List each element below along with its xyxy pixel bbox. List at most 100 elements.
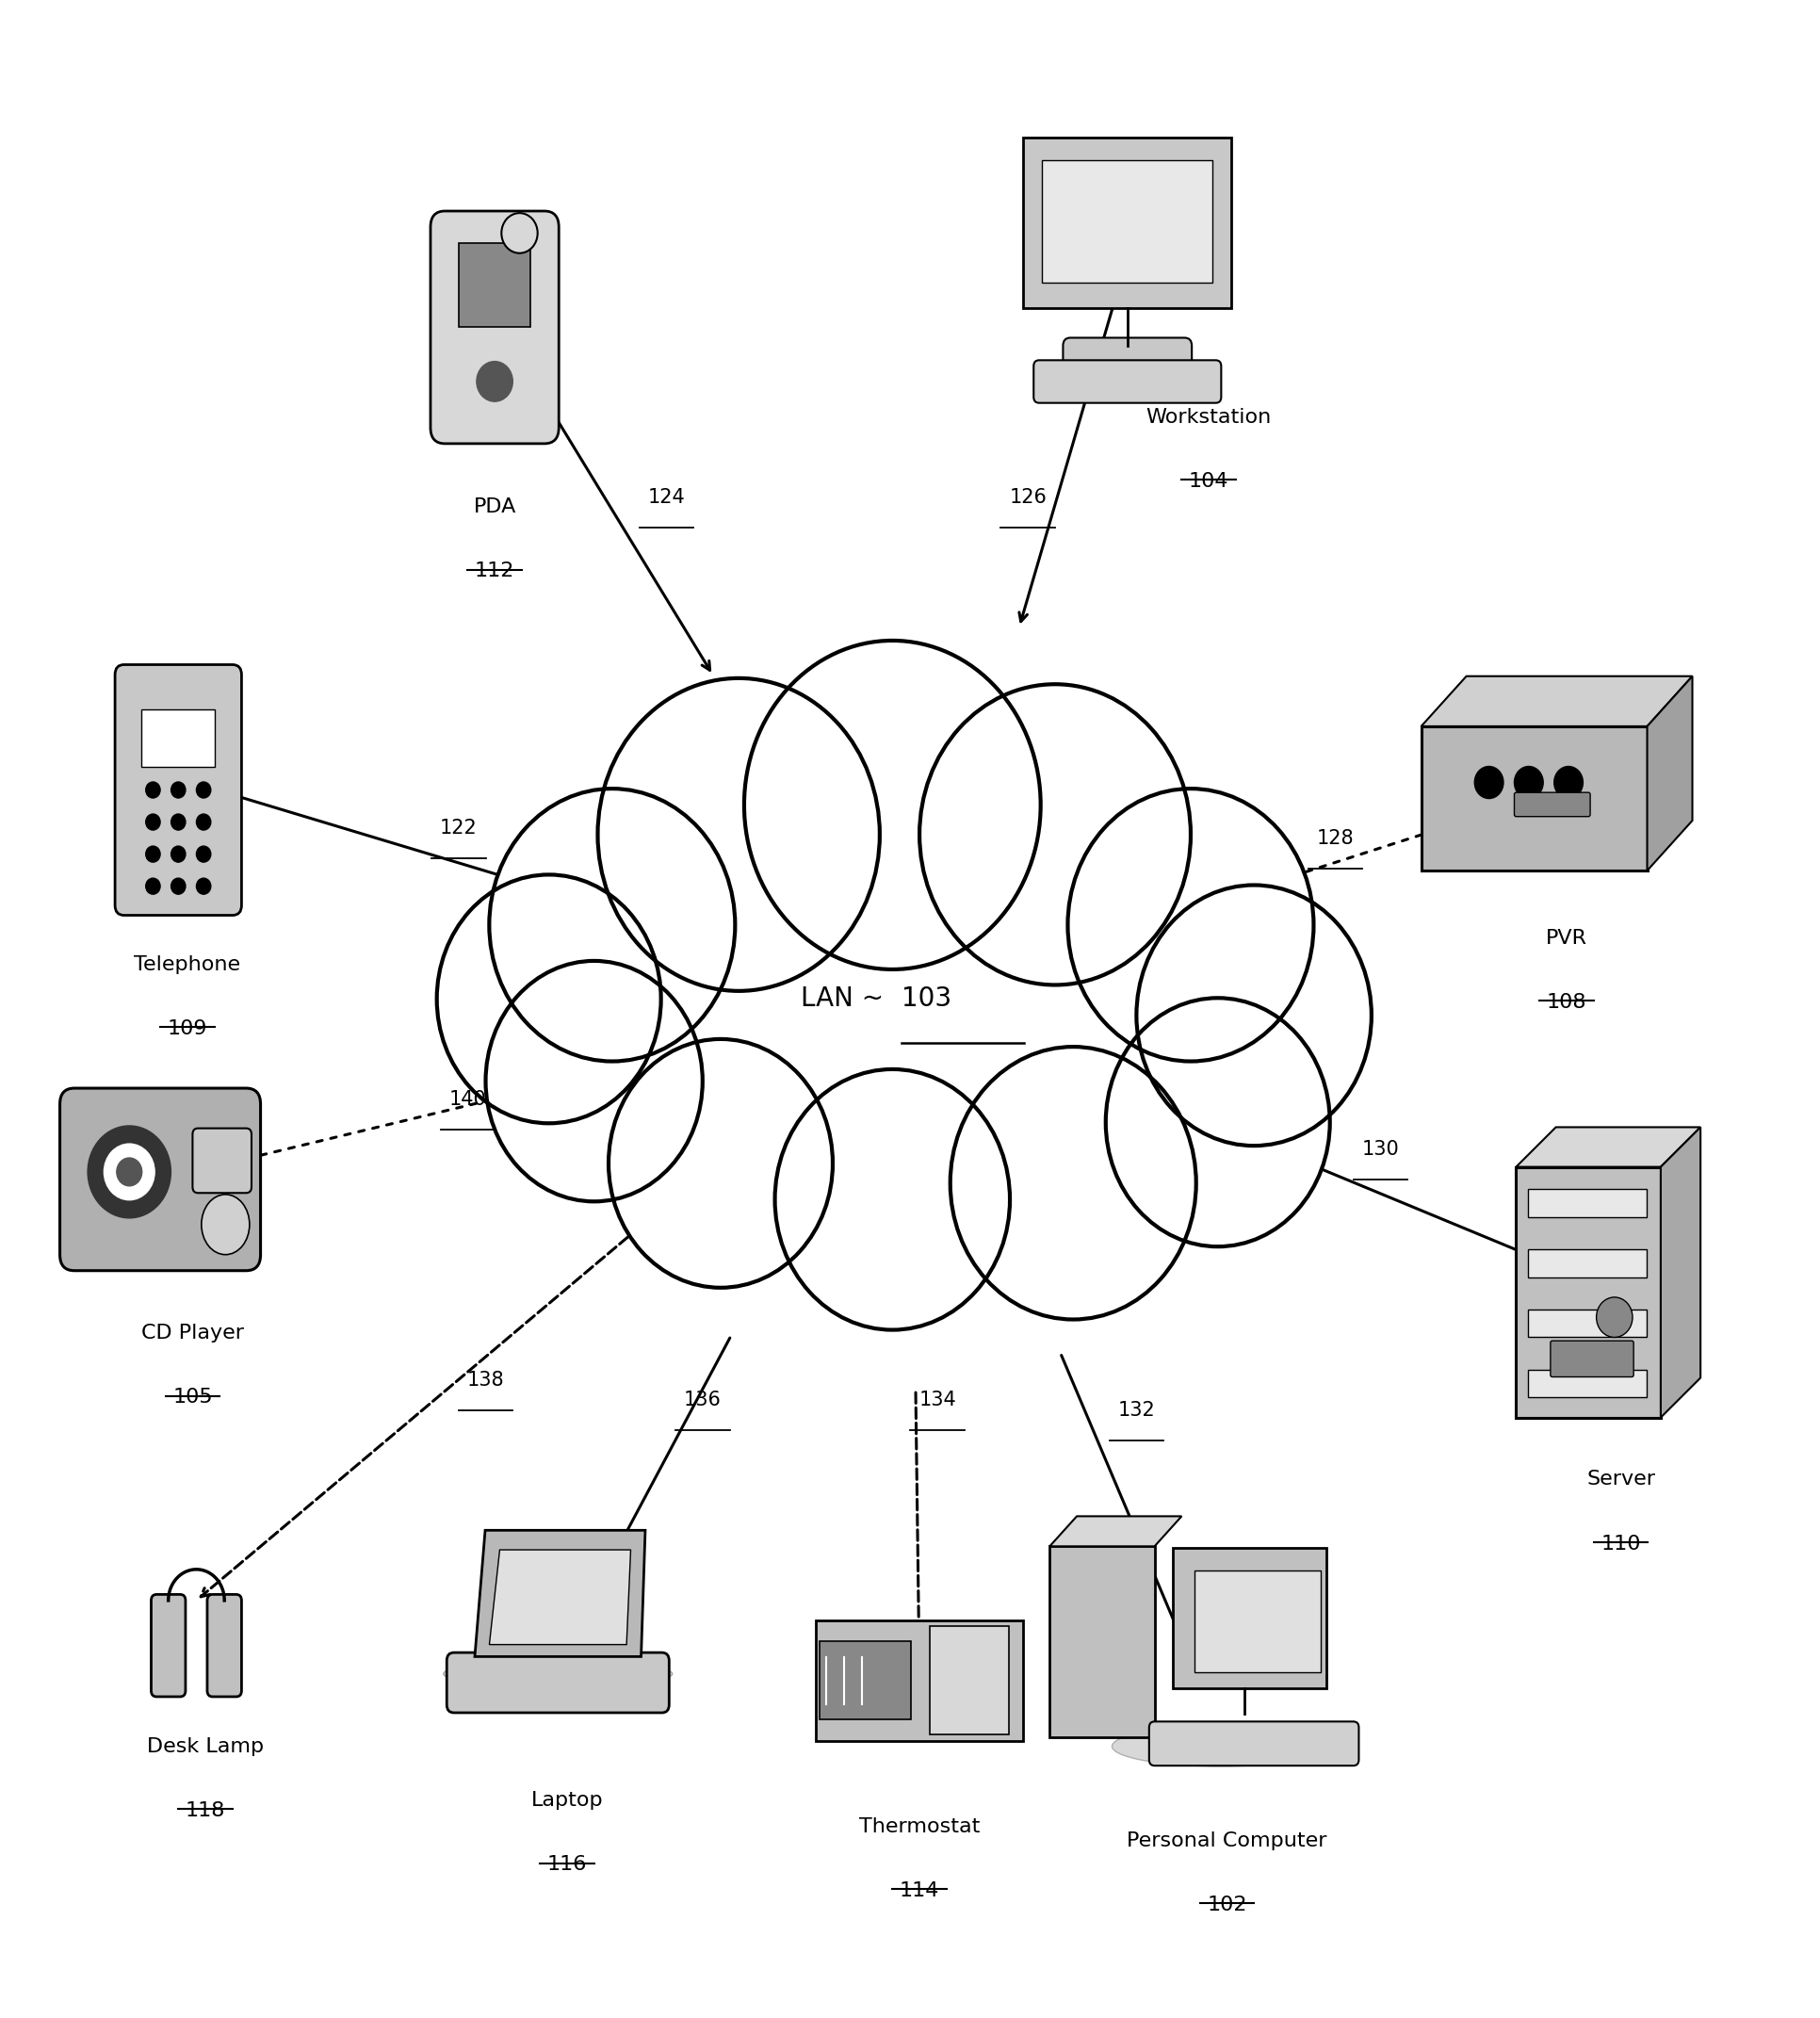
FancyBboxPatch shape bbox=[459, 242, 530, 327]
Circle shape bbox=[197, 846, 211, 862]
Ellipse shape bbox=[566, 785, 1254, 1213]
FancyBboxPatch shape bbox=[60, 1088, 260, 1271]
Circle shape bbox=[608, 1039, 832, 1287]
FancyBboxPatch shape bbox=[1527, 1189, 1645, 1217]
Text: PVR: PVR bbox=[1545, 928, 1587, 948]
FancyBboxPatch shape bbox=[815, 1620, 1023, 1742]
FancyBboxPatch shape bbox=[1148, 1721, 1358, 1766]
Text: Laptop: Laptop bbox=[531, 1790, 602, 1810]
Text: 138: 138 bbox=[466, 1370, 504, 1388]
Text: 104: 104 bbox=[1188, 472, 1228, 490]
FancyBboxPatch shape bbox=[1194, 1570, 1320, 1671]
Circle shape bbox=[477, 361, 513, 402]
Circle shape bbox=[197, 878, 211, 894]
Polygon shape bbox=[475, 1530, 644, 1657]
FancyBboxPatch shape bbox=[1527, 1370, 1645, 1396]
Circle shape bbox=[1105, 999, 1329, 1247]
Circle shape bbox=[1552, 767, 1582, 799]
Circle shape bbox=[1596, 1298, 1633, 1338]
FancyBboxPatch shape bbox=[1048, 1546, 1154, 1737]
Circle shape bbox=[171, 781, 186, 797]
FancyBboxPatch shape bbox=[1041, 159, 1212, 283]
Text: Thermostat: Thermostat bbox=[859, 1816, 979, 1836]
Circle shape bbox=[744, 640, 1039, 969]
Circle shape bbox=[597, 678, 879, 991]
Polygon shape bbox=[490, 1550, 630, 1645]
Text: 132: 132 bbox=[1117, 1400, 1154, 1419]
Text: 109: 109 bbox=[167, 1019, 207, 1037]
Circle shape bbox=[1514, 767, 1542, 799]
Text: 108: 108 bbox=[1545, 993, 1585, 1011]
Text: 134: 134 bbox=[919, 1390, 955, 1409]
Circle shape bbox=[197, 781, 211, 797]
FancyBboxPatch shape bbox=[1034, 359, 1221, 404]
Circle shape bbox=[171, 846, 186, 862]
Polygon shape bbox=[1048, 1516, 1181, 1546]
Ellipse shape bbox=[444, 1661, 672, 1687]
Text: 118: 118 bbox=[186, 1800, 226, 1820]
Text: Workstation: Workstation bbox=[1145, 408, 1270, 426]
Text: Desk Lamp: Desk Lamp bbox=[147, 1737, 264, 1756]
FancyBboxPatch shape bbox=[207, 1594, 242, 1697]
Circle shape bbox=[87, 1126, 171, 1219]
Circle shape bbox=[197, 813, 211, 829]
FancyBboxPatch shape bbox=[142, 708, 215, 767]
FancyBboxPatch shape bbox=[1172, 1548, 1325, 1689]
Ellipse shape bbox=[1112, 1725, 1330, 1766]
Circle shape bbox=[919, 684, 1190, 985]
Polygon shape bbox=[1420, 676, 1691, 726]
Circle shape bbox=[501, 214, 537, 252]
Circle shape bbox=[146, 846, 160, 862]
Circle shape bbox=[490, 789, 735, 1061]
FancyBboxPatch shape bbox=[1516, 1166, 1660, 1417]
Circle shape bbox=[146, 813, 160, 829]
Text: CD Player: CD Player bbox=[142, 1324, 244, 1342]
Text: 122: 122 bbox=[440, 819, 477, 837]
FancyBboxPatch shape bbox=[1023, 137, 1230, 309]
Text: LAN ~: LAN ~ bbox=[801, 985, 892, 1013]
Text: 110: 110 bbox=[1600, 1534, 1640, 1554]
FancyBboxPatch shape bbox=[430, 212, 559, 444]
Circle shape bbox=[486, 961, 703, 1201]
Text: 103: 103 bbox=[901, 985, 952, 1013]
FancyBboxPatch shape bbox=[1420, 726, 1647, 870]
FancyBboxPatch shape bbox=[930, 1627, 1008, 1735]
Text: 130: 130 bbox=[1361, 1140, 1398, 1158]
Circle shape bbox=[104, 1144, 155, 1201]
Polygon shape bbox=[1660, 1128, 1700, 1417]
Text: 136: 136 bbox=[684, 1390, 721, 1409]
FancyBboxPatch shape bbox=[446, 1653, 668, 1713]
Circle shape bbox=[437, 874, 661, 1124]
Polygon shape bbox=[1647, 676, 1691, 870]
Circle shape bbox=[146, 781, 160, 797]
Circle shape bbox=[1136, 886, 1370, 1146]
Polygon shape bbox=[1516, 1128, 1700, 1166]
FancyBboxPatch shape bbox=[193, 1128, 251, 1193]
Circle shape bbox=[950, 1047, 1196, 1320]
Circle shape bbox=[146, 878, 160, 894]
FancyBboxPatch shape bbox=[151, 1594, 186, 1697]
FancyBboxPatch shape bbox=[1527, 1310, 1645, 1338]
Circle shape bbox=[775, 1070, 1010, 1330]
FancyBboxPatch shape bbox=[1514, 793, 1589, 817]
Text: 124: 124 bbox=[648, 488, 684, 507]
FancyBboxPatch shape bbox=[1063, 337, 1192, 371]
Text: Personal Computer: Personal Computer bbox=[1127, 1830, 1327, 1851]
Text: 102: 102 bbox=[1207, 1895, 1247, 1913]
Circle shape bbox=[116, 1158, 142, 1187]
FancyBboxPatch shape bbox=[1549, 1340, 1633, 1376]
Text: PDA: PDA bbox=[473, 498, 515, 517]
Text: 116: 116 bbox=[546, 1855, 586, 1875]
FancyBboxPatch shape bbox=[115, 664, 242, 916]
Text: 128: 128 bbox=[1316, 829, 1354, 848]
Text: 112: 112 bbox=[475, 561, 515, 581]
FancyBboxPatch shape bbox=[1527, 1249, 1645, 1277]
Text: 126: 126 bbox=[1008, 488, 1046, 507]
Text: 140: 140 bbox=[448, 1090, 486, 1108]
Text: Telephone: Telephone bbox=[135, 955, 240, 975]
Text: 105: 105 bbox=[173, 1388, 213, 1407]
Text: 114: 114 bbox=[899, 1881, 939, 1901]
Circle shape bbox=[171, 878, 186, 894]
Circle shape bbox=[1067, 789, 1312, 1061]
FancyBboxPatch shape bbox=[819, 1641, 910, 1719]
